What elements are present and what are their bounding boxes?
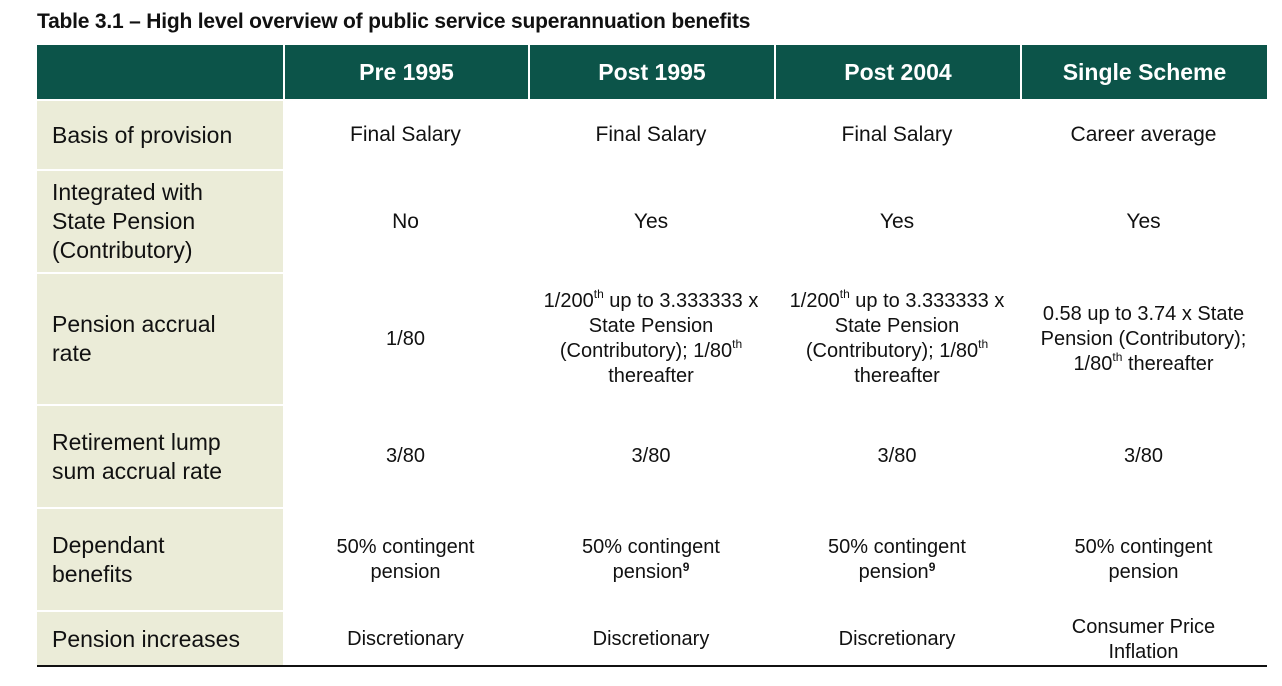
cell-text-part: 0.58 up to 3.74 x State Pension (Contrib… [1040, 302, 1247, 375]
table-row: Dependant benefits 50% contingent pensio… [37, 507, 1267, 610]
column-header-pre-1995: Pre 1995 [283, 45, 528, 99]
table-cell: 3/80 [774, 404, 1020, 507]
header-corner [37, 45, 283, 99]
table-cell: 1/200th up to 3.333333 x State Pension (… [528, 272, 774, 404]
cell-text-part: 50% contingent pension [1074, 535, 1213, 583]
table-cell: Yes [528, 169, 774, 272]
table-row: Pension increases Discretionary Discreti… [37, 610, 1267, 667]
table-cell: Yes [1020, 169, 1267, 272]
table-cell: Career average [1020, 99, 1267, 169]
table-cell: Final Salary [283, 99, 528, 169]
table-cell: Final Salary [774, 99, 1020, 169]
table-row: Basis of provision Final Salary Final Sa… [37, 99, 1267, 169]
cell-text-part: 50% contingent pension [336, 535, 475, 583]
row-label: Integrated with State Pension (Contribut… [37, 169, 283, 272]
table-cell: 1/200th up to 3.333333 x State Pension (… [774, 272, 1020, 404]
row-label: Pension accrual rate [37, 272, 283, 404]
table-cell: 0.58 up to 3.74 x State Pension (Contrib… [1020, 272, 1267, 404]
header-row: Pre 1995 Post 1995 Post 2004 Single Sche… [37, 45, 1267, 99]
table-cell: Discretionary [528, 610, 774, 667]
column-header-post-2004: Post 2004 [774, 45, 1020, 99]
table-bottom-rule [37, 665, 1267, 667]
table-cell: 3/80 [1020, 404, 1267, 507]
cell-text-part: up to 3.333333 x State Pension (Contribu… [559, 290, 759, 362]
cell-text-part: 50% contingent pension [828, 535, 966, 583]
cell-text-part: thereafter [1122, 352, 1214, 375]
cell-text-part: thereafter [854, 365, 940, 387]
column-header-single-scheme: Single Scheme [1020, 45, 1267, 99]
table-cell: No [283, 169, 528, 272]
superscript-th: th [593, 287, 604, 301]
benefits-table: Pre 1995 Post 1995 Post 2004 Single Sche… [37, 45, 1267, 667]
table-cell: Discretionary [283, 610, 528, 667]
cell-text-part: up to 3.333333 x State Pension (Contribu… [805, 290, 1005, 362]
table-cell: Discretionary [774, 610, 1020, 667]
table-row: Pension accrual rate 1/80 1/200th up to … [37, 272, 1267, 404]
table-row: Retirement lump sum accrual rate 3/80 3/… [37, 404, 1267, 507]
table-cell: 1/80 [283, 272, 528, 404]
row-label: Dependant benefits [37, 507, 283, 610]
table-cell: 3/80 [283, 404, 528, 507]
table-row: Integrated with State Pension (Contribut… [37, 169, 1267, 272]
table-title: Table 3.1 – High level overview of publi… [37, 10, 751, 33]
superscript-th: th [839, 287, 850, 301]
table-cell: Yes [774, 169, 1020, 272]
cell-text-part: 50% contingent pension [582, 535, 720, 583]
column-header-post-1995: Post 1995 [528, 45, 774, 99]
table-cell: 3/80 [528, 404, 774, 507]
table-cell: 50% contingent pension [283, 507, 528, 610]
table-cell: 50% contingent pension9 [528, 507, 774, 610]
cell-text-part: thereafter [608, 365, 694, 387]
footnote-marker: 9 [682, 559, 690, 574]
cell-text-part: 1/200 [543, 290, 594, 312]
row-label: Retirement lump sum accrual rate [37, 404, 283, 507]
row-label: Basis of provision [37, 99, 283, 169]
table-cell: 50% contingent pension9 [774, 507, 1020, 610]
superscript-th: th [978, 337, 989, 351]
table-cell: Consumer Price Inflation [1020, 610, 1267, 667]
cell-text-part: 1/200 [789, 290, 840, 312]
footnote-marker: 9 [928, 559, 936, 574]
superscript-th: th [1112, 349, 1123, 364]
row-label: Pension increases [37, 610, 283, 667]
superscript-th: th [732, 337, 743, 351]
table-cell: 50% contingent pension [1020, 507, 1267, 610]
table-cell: Final Salary [528, 99, 774, 169]
